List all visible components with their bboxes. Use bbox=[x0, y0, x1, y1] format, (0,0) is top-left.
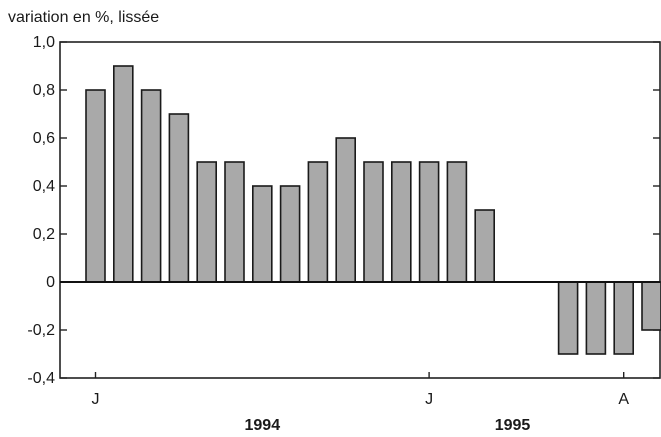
y-tick-label: -0,2 bbox=[27, 322, 55, 339]
x-month-label: A bbox=[618, 391, 629, 408]
y-tick-label: 1,0 bbox=[33, 34, 55, 51]
x-axis: J J A 1994 1995 bbox=[92, 372, 629, 434]
bar bbox=[113, 65, 134, 283]
plot-frame bbox=[59, 41, 661, 379]
x-year-label: 1994 bbox=[245, 417, 281, 434]
bar bbox=[557, 281, 579, 355]
y-tick-label: 0,6 bbox=[33, 130, 55, 147]
bar bbox=[363, 161, 384, 283]
bar bbox=[446, 161, 468, 283]
bar bbox=[168, 113, 190, 283]
bar bbox=[390, 161, 412, 283]
bar bbox=[279, 185, 301, 283]
y-axis: 1,0 0,8 0,6 0,4 0,2 0 -0,2 -0,4 bbox=[27, 34, 660, 387]
bar bbox=[474, 209, 496, 283]
y-tick-label: -0,4 bbox=[27, 370, 55, 387]
y-tick-label: 0,8 bbox=[33, 82, 55, 99]
bar bbox=[418, 161, 440, 283]
x-year-label: 1995 bbox=[495, 417, 531, 434]
bar bbox=[85, 89, 106, 283]
y-tick-label: 0 bbox=[46, 274, 55, 291]
bar bbox=[335, 137, 357, 283]
bar bbox=[140, 89, 162, 283]
x-month-label: J bbox=[425, 391, 433, 408]
x-month-label: J bbox=[92, 391, 100, 408]
y-axis-title: variation en %, lissée bbox=[8, 9, 159, 26]
bar bbox=[641, 281, 661, 331]
y-tick-label: 0,4 bbox=[33, 178, 55, 195]
bar bbox=[307, 161, 329, 283]
bar bbox=[613, 281, 635, 355]
bar bbox=[196, 161, 217, 283]
y-tick-label: 0,2 bbox=[33, 226, 55, 243]
bars bbox=[85, 65, 661, 355]
bar bbox=[585, 281, 607, 355]
bar bbox=[224, 161, 245, 283]
bar bbox=[252, 185, 273, 283]
